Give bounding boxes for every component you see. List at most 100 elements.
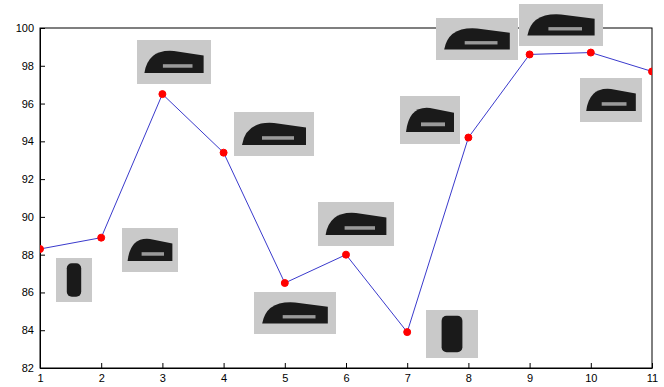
data-point [159,91,166,98]
thumbnail-object [406,108,454,132]
y-tick-label: 92 [22,173,34,185]
y-tick-label: 98 [22,60,34,72]
y-tick-mark [40,330,45,331]
x-tick-mark [285,363,286,368]
thumbnail-detail [163,64,193,68]
chart: 1 2 3 4 5 6 7 8 9 10 11 82 84 86 88 90 92 94 96 98 100 [0,0,664,387]
thumbnail-detail [262,136,294,140]
x-tick-label: 11 [647,372,658,384]
y-tick-label: 86 [22,286,34,298]
y-tick-mark [40,368,45,369]
x-tick-label: 1 [37,372,43,384]
thumbnail [519,4,603,46]
data-point [40,246,44,253]
x-tick: 2 [99,363,105,384]
x-tick: 8 [466,363,472,384]
thumbnail-object [128,239,173,261]
y-tick-mark [40,141,45,142]
x-tick-mark [224,363,225,368]
thumbnail [56,258,92,302]
thumbnail-background [580,78,642,122]
y-tick-label: 100 [16,22,34,34]
thumbnail [254,292,336,334]
x-tick-mark [652,363,653,368]
thumbnails [56,4,642,358]
thumbnail-background [137,40,211,84]
y-tick: 90 [22,211,45,223]
series-line [40,53,652,333]
thumbnail-object [444,28,510,49]
x-tick-label: 3 [160,372,166,384]
thumbnail-background [400,96,460,144]
x-tick: 9 [527,363,533,384]
y-tick: 86 [22,286,45,298]
thumbnail [436,18,518,60]
x-tick-label: 10 [585,372,597,384]
data-point [220,149,227,156]
x-tick: 3 [160,363,166,384]
thumbnail-background [122,228,178,272]
x-tick-mark [530,363,531,368]
x-tick: 10 [585,363,597,384]
y-tick-mark [40,179,45,180]
data-point [465,134,472,141]
thumbnail [580,78,642,122]
x-tick: 7 [405,363,411,384]
y-tick-label: 96 [22,98,34,110]
x-tick: 11 [647,363,658,384]
thumbnail-object [586,89,636,111]
x-tick: 4 [221,363,227,384]
thumbnail-background [436,18,518,60]
y-tick: 96 [22,98,45,110]
x-tick: 6 [343,363,349,384]
thumbnail-background [519,4,603,46]
thumbnail-object [527,14,594,35]
y-tick-mark [40,28,45,29]
data-point [98,234,105,241]
thumbnail [137,40,211,84]
data-point [281,280,288,287]
thumbnail-background [254,292,336,334]
y-tick-label: 94 [22,135,34,147]
data-marks [40,49,652,336]
data-point [526,51,533,58]
y-tick-mark [40,292,45,293]
x-tick-mark [101,363,102,368]
x-tick-mark [346,363,347,368]
x-axis: 1 2 3 4 5 6 7 8 9 10 11 [37,363,658,384]
plot-area: 1 2 3 4 5 6 7 8 9 10 11 82 84 86 88 90 92 94 96 98 100 [16,22,659,384]
thumbnail [318,202,394,246]
data-point [404,329,411,336]
thumbnail-object [67,263,81,296]
data-point [343,251,350,258]
thumbnail-detail [283,315,316,318]
x-tick-label: 7 [405,372,411,384]
thumbnail-background [318,202,394,246]
y-tick: 92 [22,173,45,185]
y-tick-label: 88 [22,249,34,261]
y-tick-mark [40,255,45,256]
x-axis-line [41,368,653,369]
y-tick: 98 [22,60,45,72]
y-tick-label: 84 [22,324,34,336]
thumbnail-detail [421,122,445,126]
x-tick-label: 9 [527,372,533,384]
y-axis: 82 84 86 88 90 92 94 96 98 100 [16,22,45,374]
thumbnail [426,310,478,358]
x-tick-mark [591,363,592,368]
thumbnail-detail [465,41,498,44]
y-tick-label: 82 [22,362,34,374]
x-tick-label: 5 [282,372,288,384]
y-tick: 82 [22,362,45,374]
plot-frame [40,28,652,368]
thumbnail-detail [602,102,627,106]
thumbnail-background [234,112,314,156]
x-tick-mark [468,363,469,368]
x-tick: 5 [282,363,288,384]
x-tick-label: 6 [343,372,349,384]
thumbnail-detail [548,27,582,30]
thumbnail-object [242,123,306,145]
y-tick-mark [40,66,45,67]
y-tick-mark [40,217,45,218]
thumbnail [234,112,314,156]
